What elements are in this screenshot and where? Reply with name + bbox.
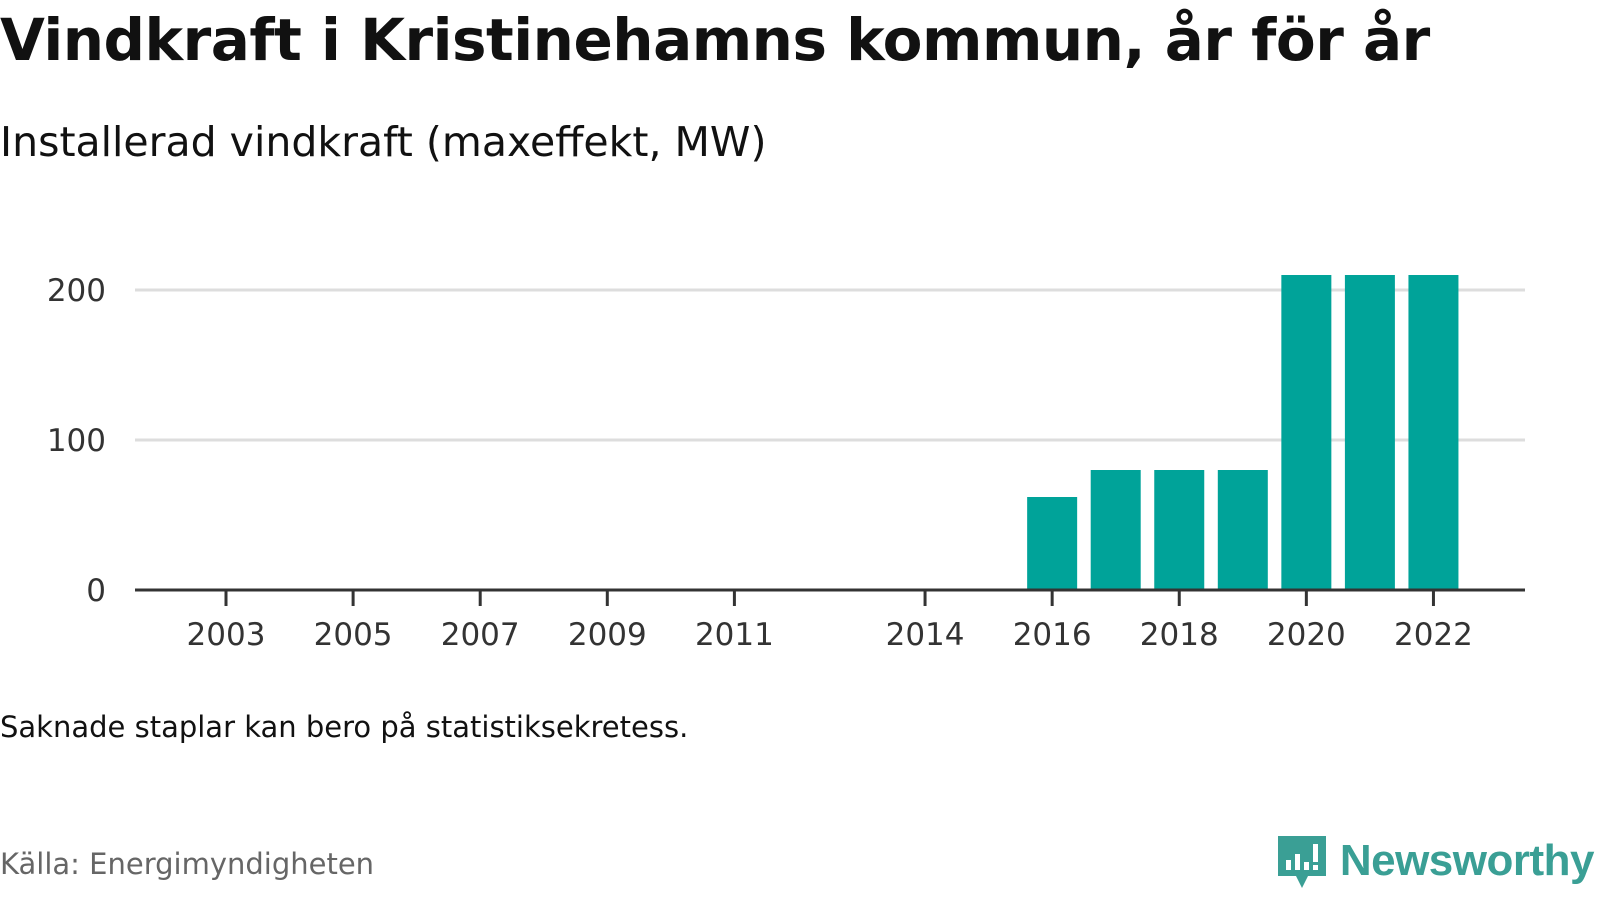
x-tick-label-2018: 2018 bbox=[1140, 617, 1219, 653]
x-tick-label-2022: 2022 bbox=[1394, 617, 1473, 653]
bar-chart: 0 100 200 2003 2005 2007 2009 2011 2014 2016 2018 2… bbox=[47, 273, 1525, 653]
bar-chart-speech-bubble-icon bbox=[1277, 836, 1326, 888]
y-tick-label-0: 0 bbox=[86, 573, 106, 609]
bar-2019 bbox=[1217, 470, 1268, 590]
x-axis bbox=[135, 588, 1525, 606]
source-credit: Källa: Energimyndigheten bbox=[0, 847, 375, 881]
x-tick-label-2003: 2003 bbox=[187, 617, 266, 653]
x-tick-label-2005: 2005 bbox=[314, 617, 393, 653]
y-tick-label-200: 200 bbox=[47, 273, 106, 309]
bars bbox=[1027, 275, 1459, 590]
chart-subtitle: Installerad vindkraft (maxeffekt, MW) bbox=[0, 118, 767, 166]
bar-2018 bbox=[1154, 470, 1205, 590]
x-tick-label-2011: 2011 bbox=[695, 617, 774, 653]
x-tick-label-2020: 2020 bbox=[1267, 617, 1346, 653]
x-tick-label-2009: 2009 bbox=[568, 617, 647, 653]
brand-name: Newsworthy bbox=[1339, 836, 1595, 885]
bar-2017 bbox=[1090, 470, 1141, 590]
axis-labels: 0 100 200 2003 2005 2007 2009 2011 2014 2016 2018 2… bbox=[47, 273, 1473, 653]
x-tick-label-2007: 2007 bbox=[441, 617, 520, 653]
y-tick-label-100: 100 bbox=[47, 423, 106, 459]
bar-2016 bbox=[1027, 497, 1078, 590]
bar-2020 bbox=[1281, 275, 1332, 590]
bar-2022 bbox=[1408, 275, 1459, 590]
footnote: Saknade staplar kan bero på statistiksek… bbox=[0, 710, 689, 744]
bar-2021 bbox=[1344, 275, 1395, 590]
chart-title: Vindkraft i Kristinehamns kommun, år för… bbox=[0, 6, 1430, 74]
x-tick-label-2016: 2016 bbox=[1013, 617, 1092, 653]
newsworthy-logo: Newsworthy bbox=[1274, 832, 1595, 890]
x-tick-label-2014: 2014 bbox=[886, 617, 965, 653]
